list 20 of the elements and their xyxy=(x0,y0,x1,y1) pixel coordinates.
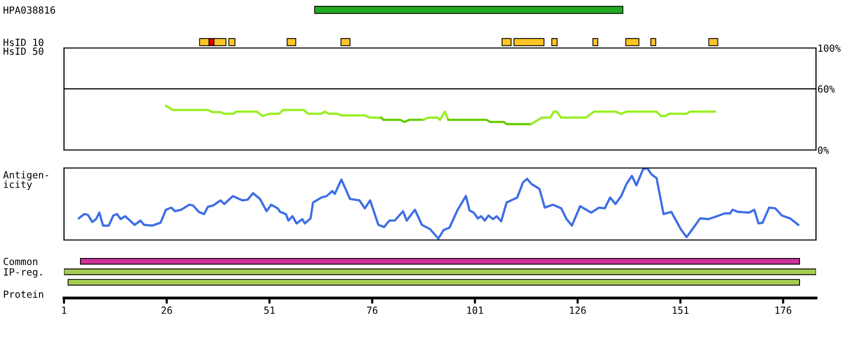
y-tick-label: 0% xyxy=(818,146,829,154)
x-axis-title: Protein xyxy=(4,290,44,298)
y-tick-label: HsID 10 xyxy=(4,38,44,46)
x-tick-label: 1 xyxy=(62,306,66,314)
y-tick-label: 60% xyxy=(818,85,835,93)
y-axis-title: HsID 50 xyxy=(4,47,44,55)
x-tick-label: 176 xyxy=(776,306,792,314)
x-tick-label: 51 xyxy=(264,306,275,314)
x-tick-label: 126 xyxy=(570,306,586,314)
line-series xyxy=(164,104,382,119)
y-tick-label: HPA038816 xyxy=(4,6,56,14)
line-series xyxy=(530,110,716,126)
y-axis-title: Antigen- icity xyxy=(3,171,48,190)
y-tick-label: 100% xyxy=(818,44,841,52)
x-tick-label: 151 xyxy=(672,306,689,314)
y-tick-label: Common xyxy=(4,258,38,266)
x-tick-label: 76 xyxy=(367,306,378,314)
y-tick-label: IP-reg. xyxy=(4,268,42,278)
x-tick-label: 101 xyxy=(467,306,484,314)
x-tick-label: 26 xyxy=(162,306,172,314)
